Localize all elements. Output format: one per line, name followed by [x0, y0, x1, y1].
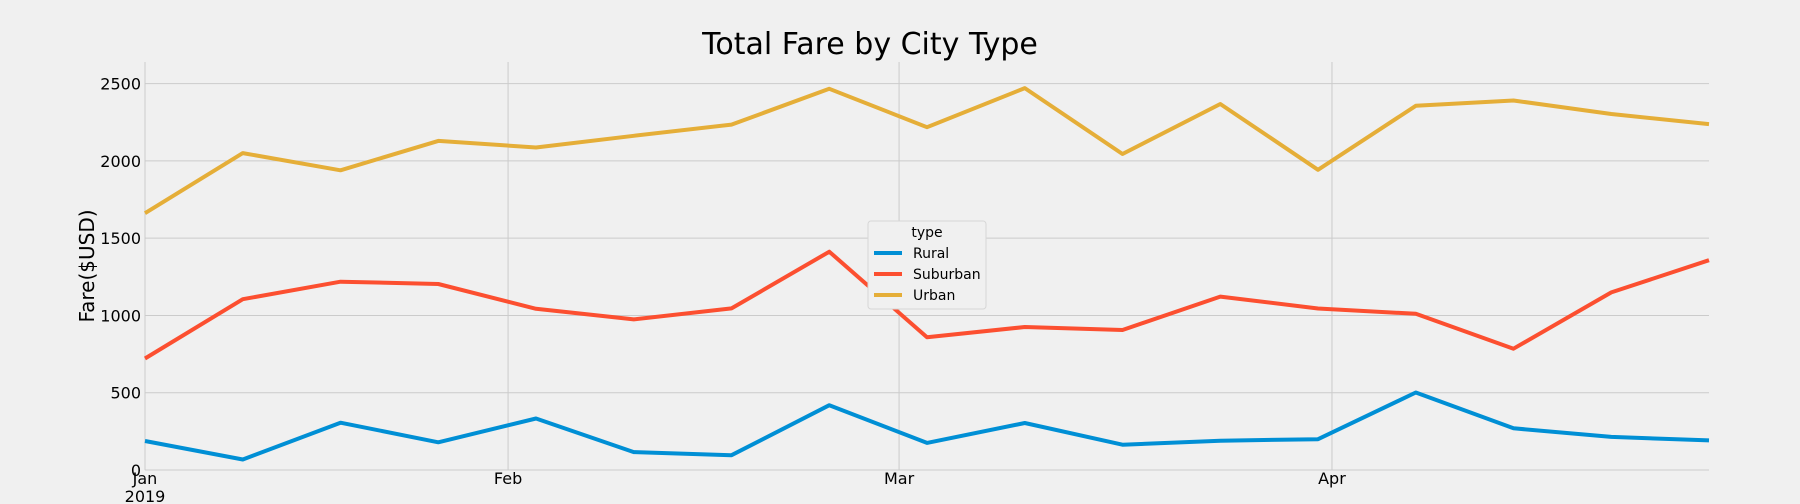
- x-tick-label: Feb: [494, 469, 522, 488]
- y-axis-label: Fare($USD): [75, 209, 99, 322]
- series-line-rural: [144, 390, 1710, 462]
- legend: type Rural Suburban Urban: [867, 220, 987, 310]
- y-tick-label: 500: [110, 384, 141, 403]
- y-tick-label: 1000: [100, 306, 141, 325]
- chart-title: Total Fare by City Type: [701, 27, 1038, 62]
- x-tick-label: Jan: [132, 469, 158, 488]
- y-tick-label: 2000: [100, 152, 141, 171]
- legend-label-suburban: Suburban: [913, 267, 981, 283]
- x-tick-label: Mar: [884, 469, 915, 488]
- x-tick-label: Apr: [1318, 469, 1346, 488]
- series-line-urban: [143, 86, 1710, 215]
- grid: [144, 62, 1709, 471]
- y-tick-label: 1500: [100, 229, 141, 248]
- series-lines: [143, 86, 1710, 462]
- legend-label-urban: Urban: [913, 288, 955, 304]
- legend-title: type: [911, 225, 942, 241]
- x-tick-sublabel: 2019: [125, 487, 166, 504]
- y-tick-label: 2500: [100, 75, 141, 94]
- legend-label-rural: Rural: [913, 246, 949, 262]
- y-tick-label: 0: [131, 461, 141, 480]
- series-line-suburban: [143, 249, 1710, 361]
- legend-frame: [867, 220, 987, 310]
